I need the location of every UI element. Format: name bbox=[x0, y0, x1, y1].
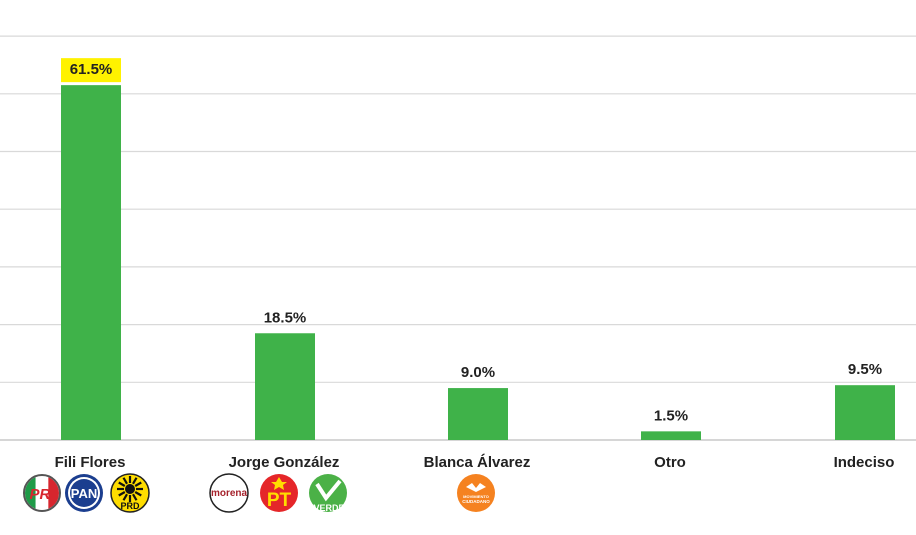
prd-logo-icon: PRD bbox=[110, 473, 150, 513]
bar-4 bbox=[641, 431, 701, 440]
logo-text: PT bbox=[267, 490, 292, 511]
logo-text: VERDE bbox=[313, 503, 344, 513]
pri-logo-icon: PRI bbox=[23, 474, 61, 512]
category-label: Fili Flores bbox=[55, 454, 126, 471]
bars bbox=[61, 85, 895, 441]
value-labels: 61.5% 18.5% 9.0% 1.5% 9.5% bbox=[61, 58, 882, 424]
party-logos: PRI PAN PRD morena PT VERDE MOVIMIENTOCIUDADAN… bbox=[23, 473, 495, 513]
eagle-shape bbox=[466, 483, 486, 492]
category-labels: Fili Flores Jorge González Blanca Álvarez O… bbox=[55, 454, 895, 471]
pt-logo-icon: PT bbox=[260, 474, 298, 512]
category-label: Otro bbox=[654, 454, 686, 471]
logo-text: CIUDADANO bbox=[462, 499, 490, 504]
value-label: 9.5% bbox=[848, 361, 882, 378]
morena-logo-icon: morena bbox=[209, 473, 249, 513]
logo-text: morena bbox=[211, 488, 248, 499]
value-label: 61.5% bbox=[70, 61, 113, 78]
bar-2 bbox=[255, 333, 315, 440]
value-label: 18.5% bbox=[264, 309, 307, 326]
bar-5 bbox=[835, 385, 895, 440]
logo-text: MOVIMIENTO bbox=[463, 494, 489, 499]
sun-rays bbox=[117, 476, 143, 502]
pan-logo-icon: PAN bbox=[65, 474, 103, 512]
bar-1 bbox=[61, 85, 121, 441]
category-label: Blanca Álvarez bbox=[424, 454, 531, 471]
value-label: 9.0% bbox=[461, 364, 495, 381]
bar-3 bbox=[448, 388, 508, 440]
logo-text: PRD bbox=[120, 501, 140, 511]
verde-logo-icon: VERDE bbox=[309, 474, 347, 513]
category-label: Indeciso bbox=[834, 454, 895, 471]
star-shape bbox=[271, 477, 287, 490]
check-shape bbox=[315, 479, 342, 502]
logo-text: PAN bbox=[71, 486, 97, 501]
value-label: 1.5% bbox=[654, 407, 688, 424]
category-label: Jorge González bbox=[229, 454, 340, 471]
logo-text: PRI bbox=[29, 486, 55, 503]
value-highlight bbox=[61, 58, 121, 83]
gridlines bbox=[0, 35, 916, 441]
